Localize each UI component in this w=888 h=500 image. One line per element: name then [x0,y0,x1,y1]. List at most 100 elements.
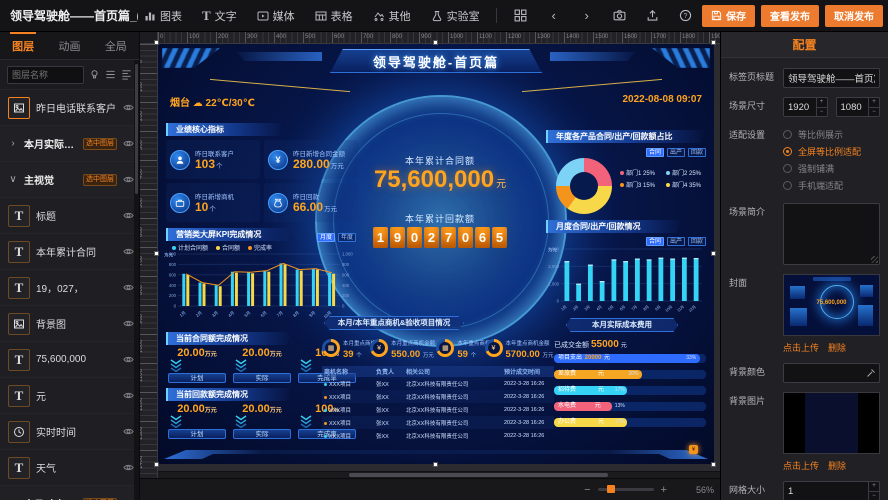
tab-合同[interactable]: 合同 [645,148,664,157]
topbar-help-button[interactable]: ? [678,8,694,24]
layer-row[interactable]: T 标题 [0,198,139,234]
save-button[interactable]: 保存 [702,4,755,27]
layer-row[interactable]: › 本月实际成本费用选中图层 [0,126,139,162]
topbar-components-button[interactable] [513,8,529,24]
grid-decrease-button[interactable]: − [872,492,876,499]
cancel-publish-button[interactable]: 取消发布 [825,4,883,27]
fit-option[interactable]: 全屏等比例适配 [783,143,880,160]
eye-icon[interactable] [123,138,134,149]
dashboard-canvas[interactable]: 领导驾驶舱-首页篇 烟台 ☁ 22℃/30℃ 2022-08-08 09:07 … [158,44,714,464]
fit-option[interactable]: 强制铺满 [783,160,880,177]
layer-row[interactable]: 实时时间 [0,414,139,450]
height-increase-button[interactable]: + [869,98,879,108]
view-publish-button[interactable]: 查看发布 [761,4,819,27]
zoom-slider[interactable] [597,485,654,493]
eye-icon[interactable] [123,210,134,221]
expand-all-icon[interactable] [105,69,116,80]
tab-animation[interactable]: 动画 [58,40,81,53]
grid-increase-button[interactable]: + [869,482,879,492]
menu-lab[interactable]: 实验室 [431,8,480,24]
eye-icon[interactable] [123,426,134,437]
menu-table[interactable]: 表格 [315,8,353,24]
chevron-right-icon[interactable]: › [11,138,15,149]
eye-icon[interactable] [123,246,134,257]
width-increase-button[interactable]: + [816,98,827,108]
chevron-right-icon[interactable]: › [8,498,18,500]
menu-misc[interactable]: 其他 [373,8,411,24]
menu-chart[interactable]: 图表 [144,8,182,24]
menu-media[interactable]: 媒体 [257,8,295,24]
eye-icon[interactable] [123,282,134,293]
table-row[interactable]: XXX项目 张XX 北京XX科技有限责任公司 2022-3-28 16:26 [322,429,554,442]
layer-row[interactable]: T 天气 [0,450,139,486]
tab-global[interactable]: 全局 [104,40,127,53]
topbar-next-button[interactable]: › [584,8,589,23]
scene-height-input[interactable] [836,98,868,116]
tab-layers[interactable]: 图层 [0,32,46,59]
selection-handle[interactable] [154,251,159,256]
bulb-icon[interactable] [89,69,100,80]
eye-icon[interactable] [123,390,134,401]
tab-title-input[interactable] [783,68,880,88]
cover-preview[interactable]: 75,600,000 [783,274,880,336]
layer-row[interactable]: T 19，027， [0,270,139,306]
height-decrease-button[interactable]: − [872,108,876,115]
tab-出产[interactable]: 出产 [666,237,685,246]
eye-icon[interactable] [123,174,134,185]
layer-row[interactable]: 背景图 [0,306,139,342]
tab-回款[interactable]: 回款 [687,148,706,157]
fit-option[interactable]: 手机端适配 [783,177,880,194]
tab-月度[interactable]: 月度 [316,233,335,242]
bg-delete-link[interactable]: 删除 [828,461,847,471]
eye-icon[interactable] [123,102,134,113]
scene-intro-textarea[interactable] [783,203,880,265]
layer-row[interactable]: ∨ 主视觉 选中图层 [0,162,139,198]
selection-handle[interactable] [154,40,159,45]
grid-size-input[interactable] [784,482,868,500]
cover-upload-link[interactable]: 点击上传 [783,343,820,353]
payment-total-label: 本年累计回款额 [404,214,475,224]
collapse-all-icon[interactable] [121,69,132,80]
fit-option[interactable]: 等比例展示 [783,126,880,143]
table-row[interactable]: XXX项目 张XX 北京XX科技有限责任公司 2022-3-28 16:26 [322,403,554,416]
tab-合同[interactable]: 合同 [645,237,664,246]
color-picker-icon[interactable] [865,367,877,379]
eye-icon[interactable] [123,318,134,329]
selection-handle[interactable] [711,462,716,467]
scene-width-input[interactable] [784,98,816,116]
tab-年度[interactable]: 年度 [337,233,356,242]
tab-回款[interactable]: 回款 [687,237,706,246]
zoom-out-button[interactable]: − [584,483,591,496]
selection-handle[interactable] [154,462,159,467]
bg-upload-link[interactable]: 点击上传 [783,461,820,471]
sidebar-scrollbar[interactable] [134,60,139,500]
layer-row[interactable]: T 75,600,000 [0,342,139,378]
selection-handle[interactable] [711,251,716,256]
horizontal-scrollbar[interactable] [158,471,720,478]
selection-handle[interactable] [711,40,716,45]
eye-icon[interactable] [123,354,134,365]
topbar-export-button[interactable] [645,8,661,24]
topbar-prev-button[interactable]: ‹ [551,8,556,23]
layer-search-input[interactable] [7,65,84,84]
layer-row[interactable]: ›本月/本年重点选中图层 [0,486,139,500]
tab-出产[interactable]: 出产 [666,148,685,157]
selection-handle[interactable] [433,462,438,467]
table-row[interactable]: XXX项目 张XX 北京XX科技有限责任公司 2022-3-28 16:26 [322,416,554,429]
eye-icon[interactable] [123,462,134,473]
text-layer-icon: T [8,456,30,479]
selection-handle[interactable] [433,40,438,45]
cover-delete-link[interactable]: 删除 [828,343,847,353]
menu-text[interactable]: T 文字 [202,8,237,23]
table-row[interactable]: XXX项目 张XX 北京XX科技有限责任公司 2022-3-28 16:26 [322,390,554,403]
topbar-snapshot-button[interactable] [612,8,628,24]
chevron-down-icon[interactable]: ∨ [9,174,17,185]
layer-row[interactable]: T 本年累计合同 [0,234,139,270]
width-decrease-button[interactable]: − [819,108,824,115]
zoom-in-button[interactable]: + [660,483,667,496]
bg-color-input[interactable] [783,363,880,383]
bg-image-preview[interactable] [783,392,880,454]
layer-row[interactable]: 昨日电话联系客户 [0,90,139,126]
table-row[interactable]: XXX项目 张XX 北京XX科技有限责任公司 2022-3-28 16:26 [322,377,554,390]
